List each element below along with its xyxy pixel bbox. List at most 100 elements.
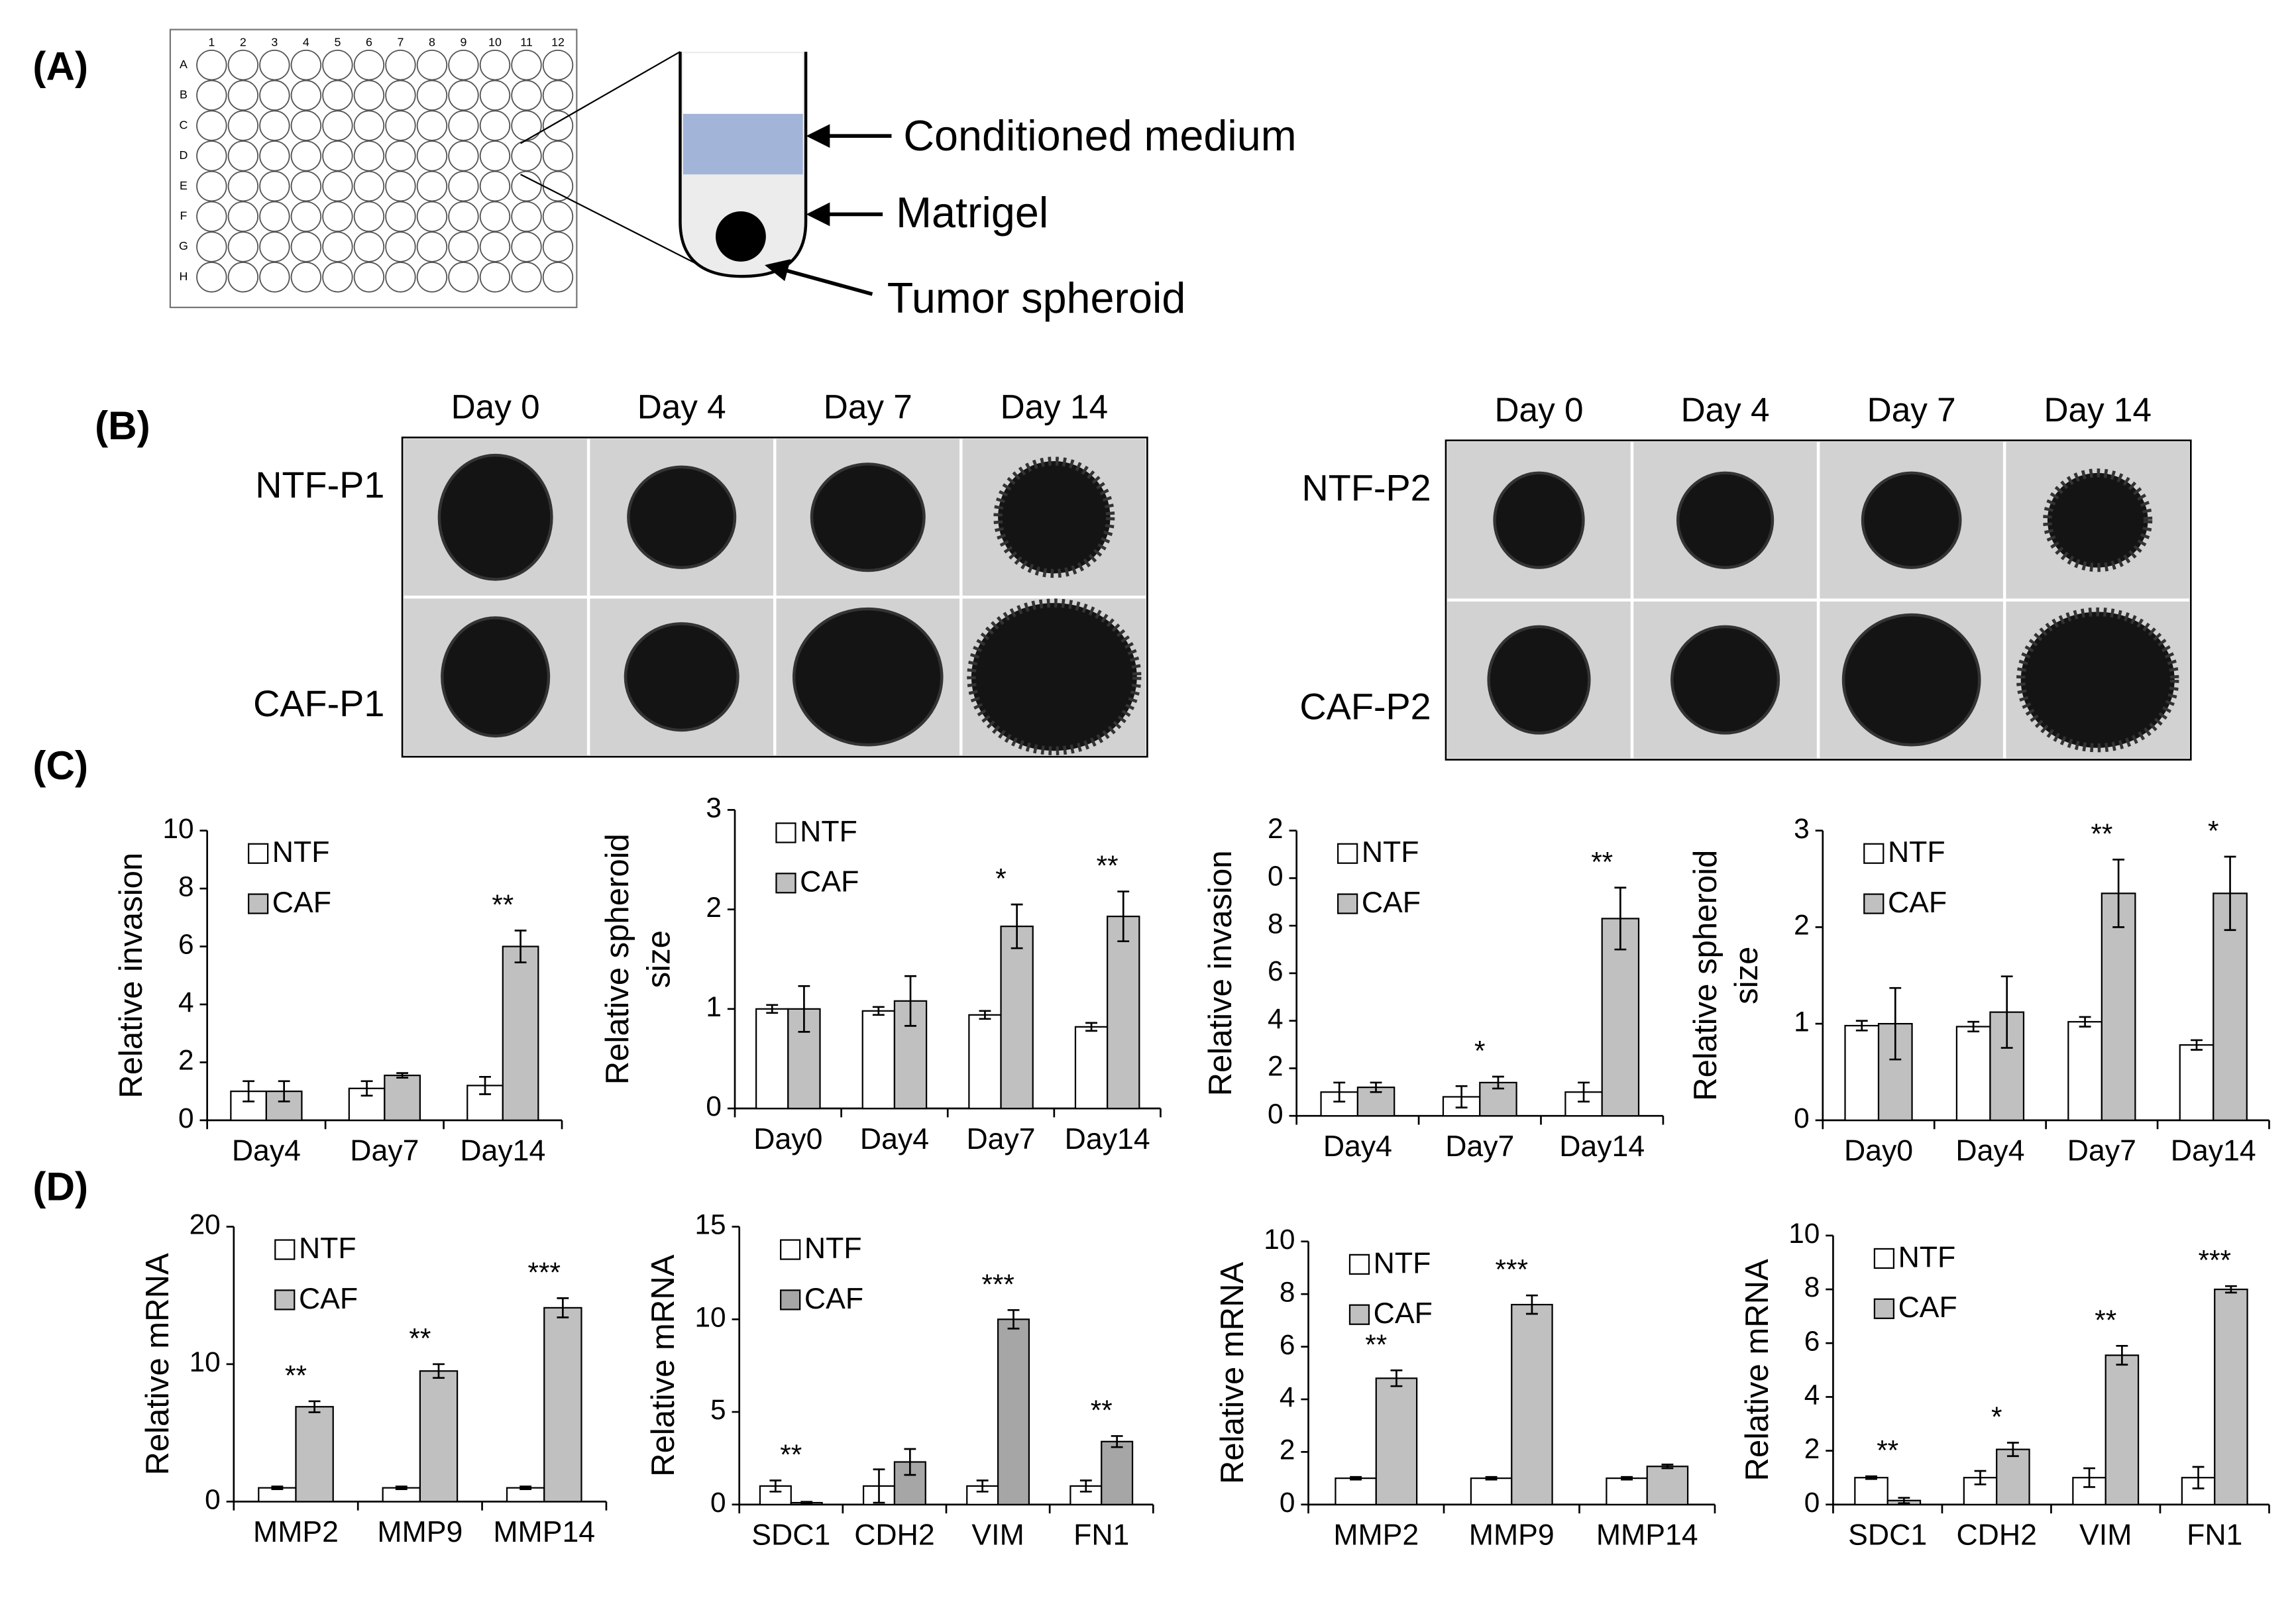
well — [511, 262, 542, 293]
y-tick-label: 10 — [1788, 1218, 1820, 1249]
x-tick-label: FN1 — [1073, 1519, 1129, 1552]
error-bar — [2116, 1344, 2128, 1366]
well — [259, 262, 290, 293]
spheroid-image — [967, 598, 1142, 755]
bar — [1511, 1303, 1553, 1505]
legend-swatch — [775, 822, 796, 843]
y-tick-label: 4 — [178, 987, 194, 1018]
error-bar — [2083, 1467, 2095, 1488]
well — [511, 231, 542, 262]
x-tick-label: SDC1 — [751, 1519, 830, 1552]
y-tick-label: 5 — [710, 1394, 726, 1425]
well — [385, 140, 416, 172]
x-tick-label: MMP2 — [1333, 1519, 1419, 1552]
x-tick-label: CDH2 — [854, 1519, 934, 1552]
error-bar — [271, 1485, 284, 1491]
well — [196, 110, 227, 141]
y-tick-label: 0 — [1280, 1487, 1295, 1518]
legend-swatch — [780, 1239, 801, 1260]
plate-row: B — [180, 88, 188, 101]
well — [227, 110, 259, 141]
well — [227, 201, 259, 232]
well — [227, 140, 259, 172]
bar — [384, 1074, 421, 1121]
spheroid-image — [441, 616, 551, 738]
well — [290, 170, 322, 202]
y-tick-label: 6 — [1268, 955, 1284, 987]
spheroid-image — [993, 456, 1115, 578]
y-axis-label: Relative invasion — [113, 853, 149, 1099]
significance: ** — [2091, 818, 2112, 849]
plate-column: 12 — [551, 35, 565, 48]
y-tick-label: 2 — [178, 1045, 194, 1076]
y-axis-label: size — [1729, 947, 1765, 1004]
y-tick-label: 3 — [706, 792, 722, 824]
well — [448, 201, 479, 232]
spheroid-image — [1670, 625, 1780, 735]
day-header: Day 14 — [1001, 388, 1109, 425]
plate-row: A — [180, 58, 188, 71]
bar — [1470, 1477, 1513, 1505]
significance: *** — [981, 1269, 1014, 1300]
significance: * — [995, 863, 1007, 894]
significance: * — [2208, 815, 2218, 846]
well — [416, 80, 448, 111]
error-bar — [798, 985, 810, 1033]
legend-swatch — [248, 893, 269, 914]
bar — [755, 1008, 789, 1110]
bar — [1101, 1440, 1134, 1505]
well — [385, 80, 416, 111]
y-axis-label: Relative mRNA — [645, 1254, 681, 1477]
day-header: Day 14 — [2044, 391, 2152, 429]
plate-row: F — [180, 209, 188, 223]
spheroid-image — [2043, 468, 2153, 572]
well — [448, 80, 479, 111]
error-bar — [766, 1004, 779, 1014]
well — [511, 80, 542, 111]
legend-label: CAF — [804, 1283, 863, 1315]
well — [416, 231, 448, 262]
y-tick-label: 6 — [1280, 1329, 1295, 1360]
bar — [2214, 1288, 2248, 1505]
well — [385, 262, 416, 293]
well — [353, 49, 385, 81]
well — [416, 201, 448, 232]
error-bar — [904, 1448, 916, 1476]
legend-label: NTF — [1362, 836, 1419, 869]
bar — [1646, 1466, 1689, 1505]
well — [542, 262, 574, 293]
spheroid-image — [437, 453, 553, 581]
well — [353, 170, 385, 202]
bar — [1000, 926, 1034, 1110]
y-tick-label: 20 — [190, 1209, 221, 1240]
well — [416, 262, 448, 293]
y-tick-label: 0 — [1268, 1098, 1284, 1129]
y-tick-label: 4 — [1268, 1003, 1284, 1034]
plate-column: 11 — [520, 35, 533, 48]
y-tick-label: 0 — [1794, 1102, 1810, 1134]
well — [416, 110, 448, 141]
legend-swatch — [1873, 1248, 1895, 1269]
day-header: Day 0 — [1495, 391, 1584, 429]
x-tick-label: Day7 — [350, 1135, 419, 1167]
well — [353, 110, 385, 141]
zoom-line — [520, 174, 708, 270]
legend-swatch — [1873, 1298, 1895, 1319]
error-bar — [1370, 1081, 1382, 1093]
error-bar — [2112, 859, 2125, 928]
bar — [2067, 1021, 2103, 1121]
plate-column: 1 — [208, 35, 215, 48]
bar — [2213, 892, 2248, 1121]
well — [448, 231, 479, 262]
y-tick-label: 8 — [1280, 1276, 1295, 1307]
well — [542, 49, 574, 81]
y-tick-label: 0 — [178, 1102, 194, 1134]
significance: ** — [1091, 1395, 1113, 1426]
well — [290, 140, 322, 172]
well — [479, 140, 511, 172]
legend-label: CAF — [1898, 1291, 1957, 1324]
well — [542, 231, 574, 262]
row-label: CAF-P2 — [1299, 686, 1431, 727]
well — [353, 231, 385, 262]
